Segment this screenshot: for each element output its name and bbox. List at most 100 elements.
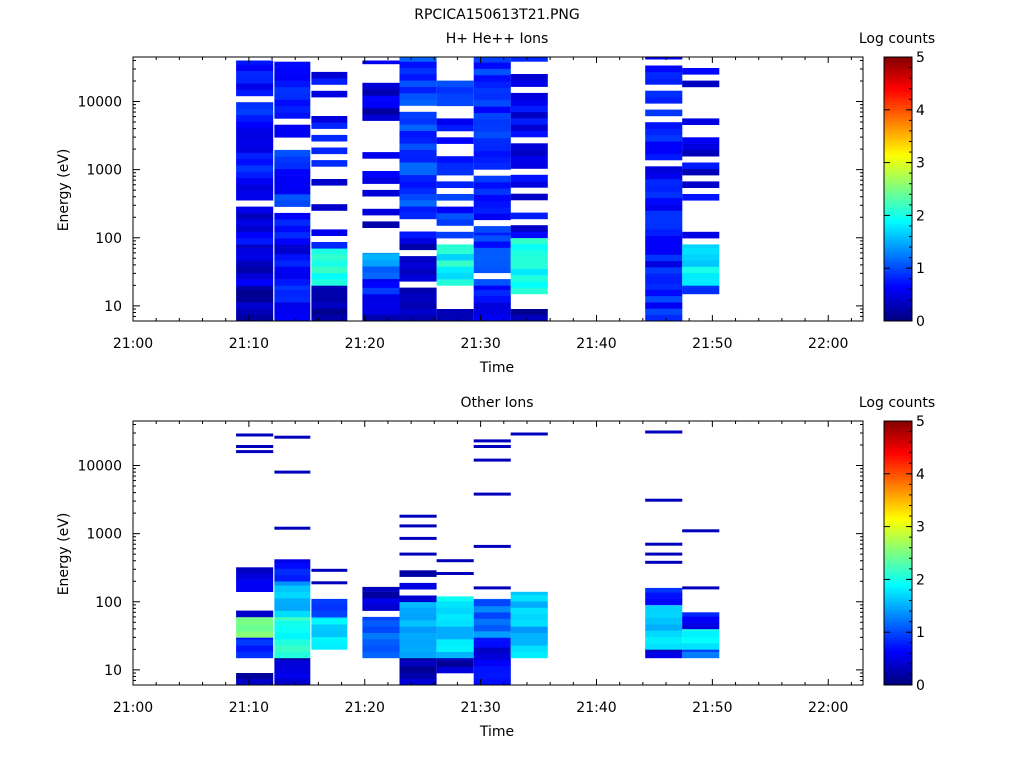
colorbar-step [884, 96, 912, 100]
colorbar-step [884, 677, 912, 681]
colorbar-step [884, 658, 912, 662]
heatmap-cell [274, 314, 311, 322]
heatmap-cell [682, 630, 720, 638]
heatmap-cell [436, 626, 474, 633]
heatmap-cell [473, 200, 511, 208]
heatmap-cell [311, 604, 348, 611]
heatmap-cell [473, 194, 511, 202]
heatmap-cell [682, 649, 720, 652]
colorbar-step [884, 268, 912, 272]
colorbar-tick-label: 0 [916, 678, 925, 694]
colorbar-frame [883, 420, 913, 686]
colorbar-step [884, 629, 912, 633]
heatmap-cell [274, 666, 311, 673]
heatmap-cell [362, 60, 400, 65]
heatmap-cell [645, 235, 683, 243]
heatmap-cell [510, 281, 548, 288]
heatmap-cell [645, 308, 683, 315]
heatmap-cell [311, 253, 348, 261]
heatmap-cell [274, 219, 311, 226]
heatmap-cell [236, 231, 274, 239]
heatmap-cell [510, 225, 548, 232]
colorbar-step [884, 550, 912, 554]
heatmap-cell [274, 187, 311, 195]
heatmap-cell [362, 314, 400, 322]
colorbar-frame [883, 56, 913, 322]
heatmap-cell [236, 171, 274, 179]
heatmap-cell [436, 118, 474, 125]
heatmap-cell [274, 200, 311, 207]
colorbar-label: Log counts [859, 395, 935, 411]
heatmap-cell [362, 308, 400, 315]
colorbar-step [884, 661, 912, 665]
heatmap-cell [645, 172, 683, 180]
colorbar-step [884, 115, 912, 119]
heatmap-cell [236, 567, 274, 573]
colorbar-tick-label: 1 [916, 261, 925, 277]
heatmap-cell [362, 620, 400, 627]
heatmap-cell [274, 61, 311, 69]
heatmap-cell [399, 595, 437, 603]
heatmap-cell [436, 314, 474, 322]
heatmap-cell [236, 190, 274, 197]
heatmap-cell [274, 105, 311, 113]
axes: 21:00 21:10 21:20 21:30 21:40 21:50 22:00 10 100… [77, 420, 864, 716]
heatmap-cell [362, 287, 400, 295]
heatmap-cell [645, 636, 683, 644]
colorbar-step [884, 444, 912, 448]
colorbar-step [884, 128, 912, 132]
colorbar-step [884, 93, 912, 98]
heatmap-cell [473, 125, 511, 132]
colorbar-step [884, 80, 912, 84]
colorbar-step [884, 663, 912, 668]
heatmap-cell [362, 252, 400, 254]
heatmap-line [645, 560, 683, 564]
heatmap-line [645, 430, 683, 434]
colorbar-step [884, 109, 912, 113]
heatmap-cell [399, 124, 437, 131]
heatmap-cell [236, 225, 274, 233]
heatmap-line [311, 581, 348, 585]
heatmap-cell [362, 253, 400, 261]
heatmap-cell [645, 78, 683, 85]
heatmap-cell [236, 206, 274, 214]
heatmap-cell [362, 272, 400, 280]
panel-h-he-ions: H+ He++ Ions Time Energy (eV) Log counts… [56, 31, 935, 376]
heatmap-line [399, 524, 437, 528]
heatmap-cell [236, 585, 274, 592]
colorbar-step [884, 553, 912, 557]
heatmap-cell [236, 196, 274, 201]
heatmap-cell [274, 175, 311, 182]
colorbar-step [884, 186, 912, 190]
heatmap-cell [362, 259, 400, 267]
heatmap-cell [645, 241, 683, 249]
heatmap-cell [473, 279, 511, 286]
heatmap-cell [473, 156, 511, 164]
heatmap-cell [399, 601, 437, 608]
colorbar-tick-label: 3 [916, 520, 925, 536]
heatmap-cell [645, 592, 683, 599]
colorbar-step [884, 471, 912, 475]
heatmap-cell [399, 651, 437, 659]
heatmap-cell [473, 624, 511, 632]
heatmap-cell [510, 601, 548, 608]
colorbar-step [884, 291, 912, 296]
heatmap-cell [436, 651, 474, 659]
heatmap-cell [236, 645, 274, 652]
colorbar-step [884, 260, 912, 264]
heatmap-line [682, 586, 720, 590]
heatmap-cell [274, 112, 311, 119]
colorbar-step [884, 162, 912, 166]
colorbar-step [884, 521, 912, 525]
colorbar-step [884, 83, 912, 87]
colorbar-step [884, 674, 912, 678]
heatmap-cell [473, 112, 511, 120]
colorbar-step [884, 247, 912, 251]
heatmap-cell [682, 636, 720, 644]
x-tick-label: 21:20 [345, 700, 385, 716]
heatmap-cell [362, 639, 400, 646]
heatmap-cell [682, 253, 720, 261]
heatmap-cell [645, 128, 683, 136]
heatmap-line [473, 544, 511, 548]
heatmap-cell [236, 244, 274, 248]
